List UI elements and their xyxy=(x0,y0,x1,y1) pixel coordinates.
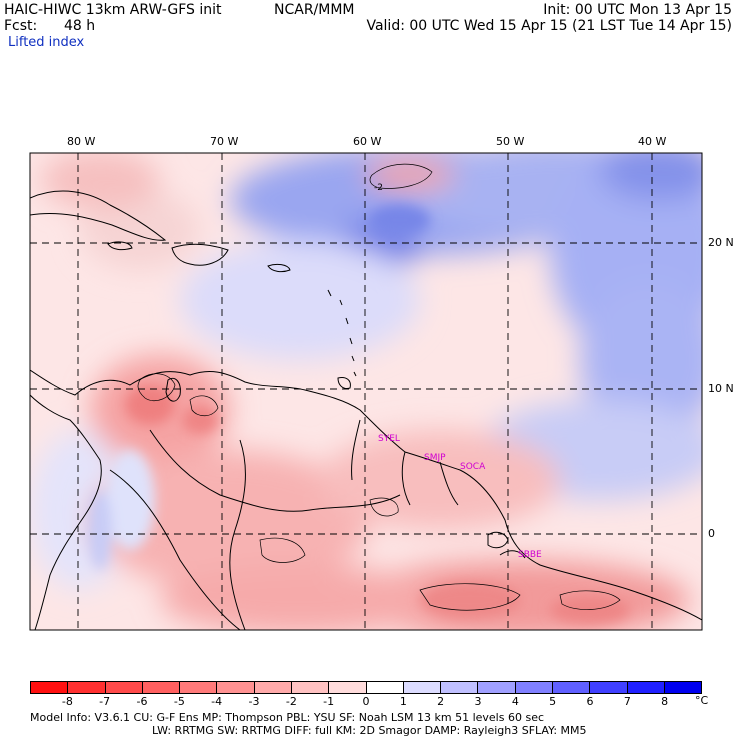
colorbar-tick-label: -8 xyxy=(61,695,73,708)
lon-label: 80 W xyxy=(67,135,96,148)
contour-label: -2 xyxy=(374,183,383,193)
colorbar-tick-label: -6 xyxy=(136,695,148,708)
lat-label: 0 xyxy=(708,527,715,540)
colorbar-tick-label: 8 xyxy=(661,695,669,708)
colorbar-swatch xyxy=(664,682,702,693)
colorbar-swatch xyxy=(291,682,330,693)
colorbar-swatch xyxy=(441,682,479,693)
lifted-index-field xyxy=(30,153,702,630)
lon-label: 70 W xyxy=(210,135,239,148)
lon-label: 40 W xyxy=(638,135,667,148)
coastlines xyxy=(30,190,702,630)
map-frame xyxy=(29,152,703,631)
colorbar-tick-label: -7 xyxy=(99,695,111,708)
forecast-hour: 48 h xyxy=(64,18,96,34)
colorbar xyxy=(30,681,702,694)
colorbar-swatch xyxy=(180,682,218,693)
colorbar-swatch xyxy=(552,682,591,693)
colorbar-tick-label: -4 xyxy=(211,695,223,708)
model-title: HAIC-HIWC 13km ARW-GFS init xyxy=(4,2,222,18)
colorbar-tick-label: -3 xyxy=(248,695,260,708)
colorbar-tick-label: 5 xyxy=(549,695,557,708)
lon-label: 60 W xyxy=(353,135,382,148)
station-label: SBBE xyxy=(518,550,542,560)
colorbar-tick-label: 0 xyxy=(362,695,370,708)
colorbar-swatch xyxy=(68,682,106,693)
colorbar-tick-label: 2 xyxy=(437,695,445,708)
valid-time: Valid: 00 UTC Wed 15 Apr 15 (21 LST Tue … xyxy=(366,18,732,34)
station-label: SYEL xyxy=(378,434,400,444)
colorbar-swatch xyxy=(142,682,181,693)
forecast-label: Fcst: xyxy=(4,18,38,34)
colorbar-tick-label: -2 xyxy=(285,695,297,708)
colorbar-swatch xyxy=(478,682,516,693)
colorbar-swatch xyxy=(403,682,442,693)
colorbar-unit: °C xyxy=(695,694,709,707)
colorbar-swatch xyxy=(590,682,628,693)
field-name: Lifted index xyxy=(8,35,85,50)
colorbar-tick-label: 7 xyxy=(623,695,631,708)
colorbar-swatch xyxy=(627,682,665,693)
station-label: SOCA xyxy=(460,462,486,472)
colorbar-swatch xyxy=(329,682,367,693)
init-time: Init: 00 UTC Mon 13 Apr 15 xyxy=(543,2,732,18)
colorbar-tick-label: 3 xyxy=(474,695,482,708)
colorbar-swatch xyxy=(254,682,292,693)
organization-label: NCAR/MMM xyxy=(274,2,355,18)
colorbar-swatch xyxy=(105,682,143,693)
model-info-line1: Model Info: V3.6.1 CU: G-F Ens MP: Thomp… xyxy=(30,711,545,724)
colorbar-tick-label: -1 xyxy=(323,695,335,708)
colorbar-swatch xyxy=(515,682,553,693)
colorbar-swatch xyxy=(217,682,255,693)
graticule xyxy=(30,153,702,630)
lat-label: 20 N xyxy=(708,236,734,249)
colorbar-ticks: -8 -7 -6 -5 -4 -3 -2 -1 0 1 2 3 4 5 6 7 8 xyxy=(30,695,702,709)
colorbar-swatch xyxy=(366,682,404,693)
colorbar-tick-label: 6 xyxy=(586,695,594,708)
station-label: SMJP xyxy=(424,453,446,463)
lon-label: 50 W xyxy=(496,135,525,148)
model-info-line2: LW: RRTMG SW: RRTMG DIFF: full KM: 2D Sm… xyxy=(152,724,587,737)
colorbar-swatch xyxy=(31,682,69,693)
colorbar-tick-label: 1 xyxy=(399,695,407,708)
lat-label: 10 N xyxy=(708,382,734,395)
colorbar-tick-label: 4 xyxy=(511,695,519,708)
colorbar-tick-label: -5 xyxy=(173,695,185,708)
